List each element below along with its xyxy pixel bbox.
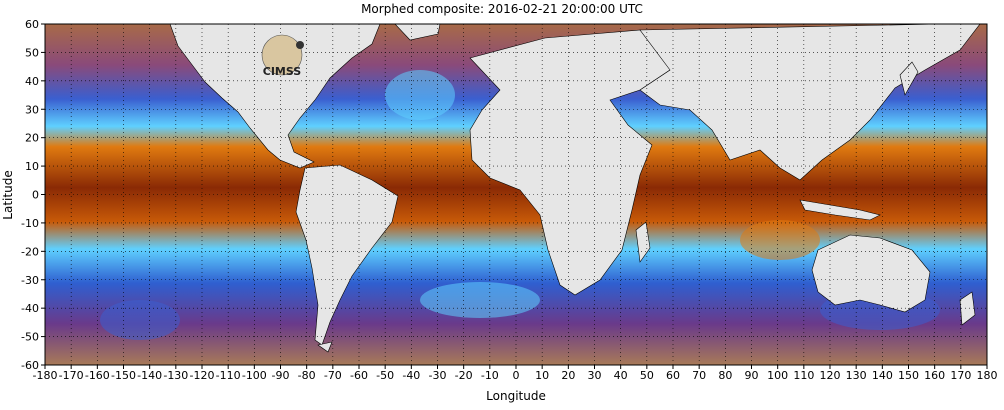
x-axis-ticks: -180 -170 -160 -150 -140 -130 -120 -110 -100 -90-… — [33, 365, 998, 382]
x-tick-label: 40 — [614, 369, 628, 382]
y-axis-ticks: 60 50 40 30 20 10 0 -10 -20 -30 -40 -50 -60 — [21, 18, 45, 372]
x-tick-label: -180 — [33, 369, 58, 382]
x-tick-label: 20 — [561, 369, 575, 382]
x-tick-label: -60 — [350, 369, 368, 382]
y-tick-label: -40 — [21, 302, 39, 315]
x-tick-label: -170 — [59, 369, 84, 382]
indonesia — [799, 199, 881, 221]
x-tick-label: 130 — [846, 369, 867, 382]
x-tick-label: 120 — [820, 369, 841, 382]
x-tick-label: 180 — [977, 369, 998, 382]
new-zealand — [959, 291, 976, 326]
x-tick-label: -120 — [190, 369, 215, 382]
x-tick-label: 0 — [513, 369, 520, 382]
x-tick-label: 90 — [745, 369, 759, 382]
x-tick-label: 170 — [950, 369, 971, 382]
y-tick-label: 20 — [25, 132, 39, 145]
x-tick-label: 140 — [872, 369, 893, 382]
south-america — [295, 164, 399, 346]
x-tick-label: -110 — [216, 369, 241, 382]
y-tick-label: -30 — [21, 274, 39, 287]
x-tick-label: -10 — [481, 369, 499, 382]
x-tick-label: 50 — [640, 369, 654, 382]
x-tick-label: -80 — [298, 369, 316, 382]
y-tick-label: 10 — [25, 160, 39, 173]
x-tick-label: 160 — [924, 369, 945, 382]
y-axis-label: Latitude — [1, 170, 15, 219]
x-tick-label: 150 — [898, 369, 919, 382]
x-tick-label: -160 — [85, 369, 110, 382]
australia — [811, 234, 931, 313]
x-axis-label: Longitude — [486, 389, 546, 403]
y-tick-label: 0 — [32, 189, 39, 202]
y-tick-label: 50 — [25, 46, 39, 59]
x-tick-label: -40 — [402, 369, 420, 382]
logo-text: CIMSS — [263, 65, 302, 78]
x-tick-label: 30 — [588, 369, 602, 382]
x-tick-label: -130 — [163, 369, 188, 382]
x-tick-label: -20 — [455, 369, 473, 382]
y-tick-label: 60 — [25, 18, 39, 31]
x-tick-label: -70 — [324, 369, 342, 382]
greenland — [394, 24, 441, 41]
madagascar — [635, 221, 651, 263]
x-tick-label: 10 — [535, 369, 549, 382]
y-tick-label: 30 — [25, 103, 39, 116]
land-masses — [169, 24, 981, 353]
y-tick-label: -60 — [21, 359, 39, 372]
y-tick-label: -50 — [21, 331, 39, 344]
x-tick-label: -150 — [111, 369, 136, 382]
x-tick-label: 100 — [767, 369, 788, 382]
north-america — [169, 24, 381, 169]
x-tick-label: -30 — [429, 369, 447, 382]
cimss-logo: CIMSS — [261, 34, 304, 78]
x-tick-label: -100 — [242, 369, 267, 382]
x-tick-label: 80 — [718, 369, 732, 382]
x-tick-label: 60 — [666, 369, 680, 382]
x-tick-label: 110 — [793, 369, 814, 382]
x-tick-label: -140 — [137, 369, 162, 382]
x-tick-label: 70 — [692, 369, 706, 382]
japan — [899, 61, 919, 96]
x-tick-label: -90 — [272, 369, 290, 382]
grid-lines — [45, 24, 987, 365]
y-tick-label: -10 — [21, 217, 39, 230]
x-tick-label: -50 — [376, 369, 394, 382]
y-tick-label: -20 — [21, 245, 39, 258]
y-tick-label: 40 — [25, 75, 39, 88]
asia — [639, 24, 981, 181]
tierra-del-fuego — [317, 341, 333, 353]
map-title: Morphed composite: 2016-02-21 20:00:00 U… — [361, 2, 643, 16]
